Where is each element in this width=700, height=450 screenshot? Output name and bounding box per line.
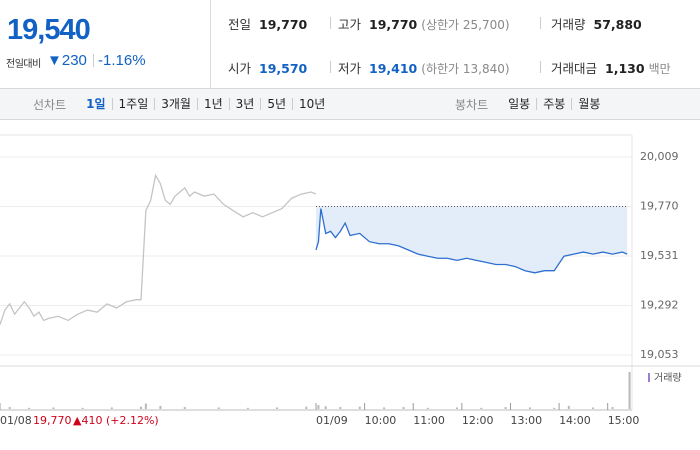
stat-label: 거래대금 (551, 61, 598, 76)
volume-bar (358, 406, 361, 409)
volume-bar (139, 406, 142, 409)
volume-bar (480, 407, 483, 409)
stat: 전일 19,770 (228, 14, 307, 33)
x-tick-label: 14:00 (559, 414, 591, 427)
tab-group-label: 봉차트 (455, 97, 489, 112)
tab[interactable]: 10년 (292, 98, 331, 110)
stat-value: 19,770 (259, 17, 308, 32)
y-tick-label: 19,770 (640, 200, 679, 213)
volume-bar (324, 406, 327, 409)
divider (93, 54, 94, 67)
volume-bar (159, 405, 162, 409)
divider (540, 61, 541, 73)
x-tick-label: 11:00 (413, 414, 445, 427)
volume-bar (81, 407, 84, 409)
volume-bar (455, 407, 458, 409)
stat: 거래량 57,880 (551, 14, 642, 33)
price-line (0, 173, 317, 325)
volume-bar (246, 407, 249, 409)
prev-change: ▲410 (+2.12%) (73, 414, 159, 427)
line-tabs: 선차트 1일 1주일 3개월 1년 3년 5년 10년 (33, 89, 331, 119)
divider (540, 17, 541, 29)
volume-bar (402, 407, 405, 409)
tab[interactable]: 3개월 (154, 98, 197, 110)
volume-bar (52, 407, 55, 409)
volume-bar (611, 407, 614, 409)
tab[interactable]: 주봉 (536, 98, 571, 110)
change-percent: -1.16% (98, 52, 146, 69)
volume-bar (276, 407, 279, 409)
area-fill (316, 206, 628, 273)
stat-label: 시가 (228, 61, 252, 76)
current-price: 19,540 (7, 14, 91, 46)
tab[interactable]: 1주일 (111, 98, 155, 110)
volume-bar (426, 407, 429, 409)
stat-value: 1,130 (605, 61, 645, 76)
y-tick-label: 19,053 (640, 348, 679, 361)
x-tick-label: 13:00 (510, 414, 542, 427)
tab[interactable]: 1일 (86, 97, 106, 111)
volume-bar (8, 407, 11, 409)
volume-bar (217, 407, 220, 409)
stat: 고가 19,770 (상한가 25,700) (338, 14, 510, 33)
prev-close: 19,770 (33, 414, 72, 427)
volume-bar (504, 407, 507, 409)
stat-value: 19,570 (259, 61, 308, 76)
stat-note: (상한가 25,700) (421, 18, 510, 32)
stat-note: (하한가 13,840) (421, 62, 510, 76)
volume-bar (110, 407, 113, 409)
tab[interactable]: 1년 (196, 98, 229, 110)
tab[interactable]: 3년 (228, 98, 261, 110)
y-tick-label: 19,292 (640, 299, 679, 312)
volume-bar (383, 407, 386, 409)
x-tick-label: 01/08 (0, 414, 32, 427)
volume-bar (567, 405, 570, 409)
stat-value: 57,880 (593, 17, 642, 32)
stat: 저가 19,410 (하한가 13,840) (338, 58, 510, 77)
price-line (315, 208, 628, 274)
y-tick-label: 20,009 (640, 150, 679, 163)
stat-label: 고가 (338, 17, 362, 32)
stat-label: 저가 (338, 61, 362, 76)
volume-bar (317, 405, 320, 409)
change-label: 전일대비 (6, 59, 41, 70)
y-tick-label: 19,531 (640, 249, 679, 262)
candle-tabs: 봉차트 일봉 주봉 월봉 (455, 89, 606, 119)
volume-bar (183, 407, 186, 409)
x-tick-label: 01/09 (316, 414, 348, 427)
stat-value: 19,410 (369, 61, 418, 76)
volume-bar (28, 407, 31, 409)
x-tick-label: 12:00 (462, 414, 494, 427)
volume-bar (553, 407, 556, 409)
chart: 거래량 20,009 19,770 19,531 19,292 19,053 01/08 0… (0, 134, 700, 427)
stat: 시가 19,570 (228, 58, 307, 77)
legend-marker (648, 373, 650, 382)
volume-bar (144, 403, 147, 409)
volume-bar (628, 371, 631, 409)
divider (330, 61, 331, 73)
tab[interactable]: 월봉 (571, 98, 606, 110)
tab[interactable]: 일봉 (508, 97, 531, 111)
tab[interactable]: 5년 (260, 98, 292, 110)
divider (210, 0, 211, 88)
tab-bar: 선차트 1일 1주일 3개월 1년 3년 5년 10년 봉차트 일봉 주봉 월봉 (0, 88, 700, 120)
stat-note: 백만 (648, 62, 671, 76)
legend-label: 거래량 (654, 372, 682, 384)
stat: 거래대금 1,130 백만 (551, 58, 671, 77)
volume-bar (305, 406, 308, 409)
x-tick-label: 15:00 (608, 414, 640, 427)
divider (330, 17, 331, 29)
volume-bar (339, 407, 342, 409)
x-tick-label: 10:00 (365, 414, 397, 427)
tab-group-label: 선차트 (33, 97, 67, 112)
stat-label: 거래량 (551, 17, 586, 32)
volume-bar (592, 407, 595, 409)
stat-label: 전일 (228, 17, 252, 32)
change: ▼230 (47, 52, 87, 69)
stat-value: 19,770 (369, 17, 418, 32)
volume-bar (528, 407, 531, 409)
